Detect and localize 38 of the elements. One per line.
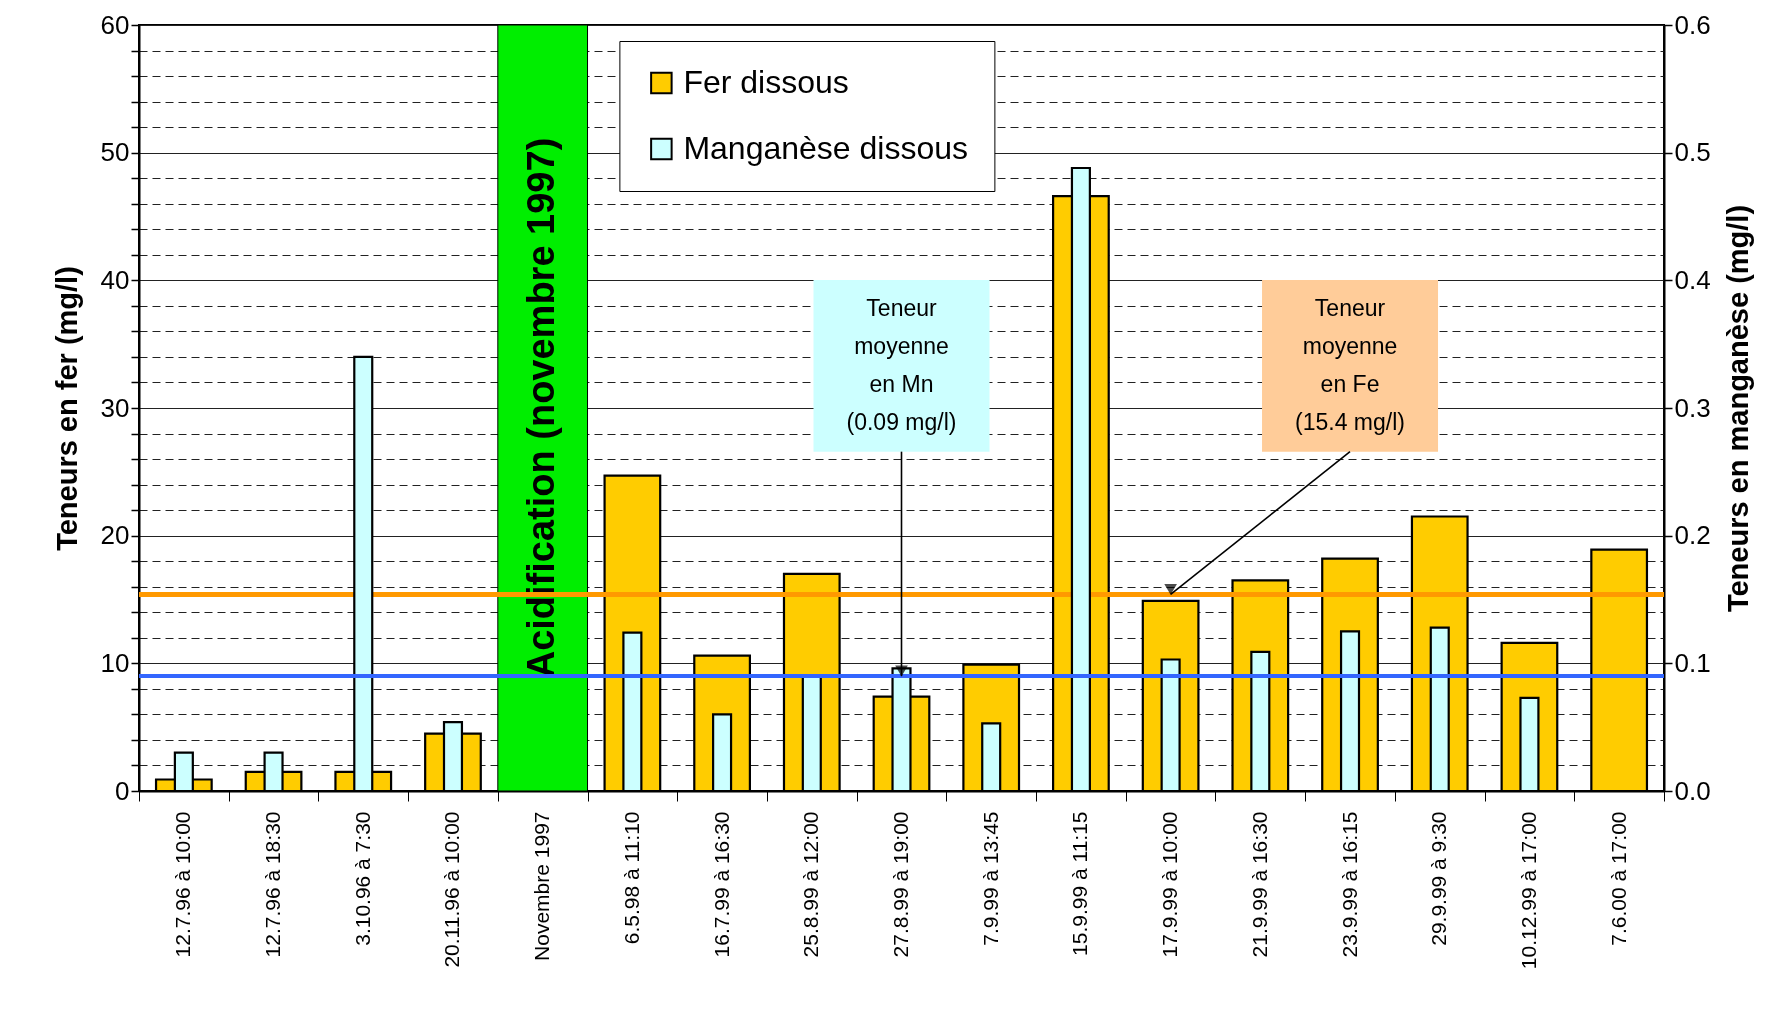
- x-tick-label: 7.9.99 à 13:45: [978, 811, 1002, 946]
- x-tick-label: 17.9.99 à 10:00: [1158, 811, 1182, 958]
- y2-tick-label: 0.4: [1674, 264, 1711, 295]
- y-tick-label: 10: [100, 647, 130, 678]
- x-tick-label: 12.7.96 à 18:30: [261, 811, 285, 958]
- y-tick-label: 30: [100, 392, 130, 423]
- x-tick-label: 3.10.96 à 7:30: [350, 811, 374, 946]
- x-tick-label: 25.8.99 à 12:00: [799, 811, 823, 958]
- y-axis-title: Teneurs en fer (mg/l): [50, 266, 83, 551]
- x-tick-label: Novembre 1997: [530, 811, 554, 961]
- ref-line-label: Teneur moyenne en Mn (0.09 mg/l): [846, 295, 957, 436]
- y-tick-label: 20: [100, 520, 130, 551]
- x-tick-label: 10.12.99 à 17:00: [1516, 811, 1540, 970]
- legend-label: Manganèse dissous: [683, 130, 968, 166]
- y2-tick-label: 0.0: [1674, 775, 1711, 806]
- x-tick-label: 23.9.99 à 16:15: [1337, 811, 1361, 958]
- y2-tick-label: 0.2: [1674, 520, 1711, 551]
- y2-tick-label: 0.5: [1674, 137, 1711, 168]
- x-tick-label: 15.9.99 à 11:15: [1068, 811, 1092, 956]
- y2-tick-label: 0.1: [1674, 647, 1711, 678]
- ref-line-label: Teneur moyenne en Fe (15.4 mg/l): [1295, 295, 1405, 436]
- y2-tick-label: 0.6: [1674, 9, 1711, 40]
- y-tick-label: 50: [100, 137, 130, 168]
- y-tick-label: 40: [100, 264, 130, 295]
- band-label: Acidification (novembre 1997): [519, 137, 562, 679]
- x-tick-label: 29.9.99 à 9:30: [1427, 811, 1451, 946]
- x-tick-label: 12.7.96 à 10:00: [171, 811, 195, 958]
- y-tick-label: 60: [100, 9, 130, 40]
- x-tick-label: 16.7.99 à 16:30: [709, 811, 733, 958]
- y-tick-label: 0: [115, 775, 130, 806]
- x-tick-label: 6.5.98 à 11:10: [619, 811, 643, 945]
- x-tick-label: 7.6.00 à 17:00: [1606, 811, 1630, 946]
- legend-label: Fer dissous: [683, 64, 849, 100]
- x-tick-label: 21.9.99 à 16:30: [1247, 811, 1271, 958]
- y2-tick-label: 0.3: [1674, 392, 1711, 423]
- x-tick-label: 27.8.99 à 19:00: [889, 811, 912, 958]
- x-tick-label: 20.11.96 à 10:00: [440, 811, 464, 968]
- y2-axis-title: Teneurs en manganèse (mg/l): [1721, 204, 1754, 613]
